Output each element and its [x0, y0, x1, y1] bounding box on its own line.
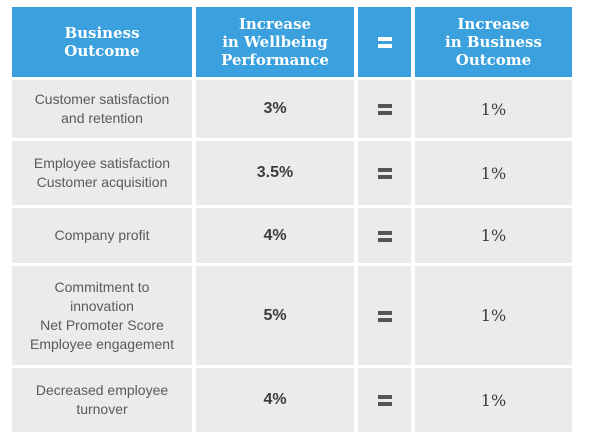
- header-business-outcome: Business Outcome: [12, 7, 192, 77]
- row-equals-cell: [358, 141, 411, 205]
- equals-icon: [377, 102, 392, 116]
- equals-icon: [377, 229, 392, 243]
- row-wellbeing-value: 3%: [196, 80, 354, 138]
- equals-icon: [377, 309, 392, 323]
- row-wellbeing-value: 4%: [196, 208, 354, 263]
- row-business-value: 1%: [415, 141, 572, 205]
- wellbeing-outcome-table: Business Outcome Increase in Wellbeing P…: [12, 7, 580, 432]
- row-outcome-label: Decreased employee turnover: [12, 368, 192, 432]
- row-business-value: 1%: [415, 208, 572, 263]
- row-outcome-label: Employee satisfaction Customer acquisiti…: [12, 141, 192, 205]
- row-wellbeing-value: 5%: [196, 266, 354, 365]
- row-outcome-label: Commitment to innovation Net Promoter Sc…: [12, 266, 192, 365]
- row-equals-cell: [358, 368, 411, 432]
- row-outcome-label: Customer satisfaction and retention: [12, 80, 192, 138]
- row-wellbeing-value: 4%: [196, 368, 354, 432]
- equals-icon: [377, 393, 392, 407]
- row-business-value: 1%: [415, 368, 572, 432]
- header-increase-wellbeing: Increase in Wellbeing Performance: [196, 7, 354, 77]
- row-equals-cell: [358, 208, 411, 263]
- row-wellbeing-value: 3.5%: [196, 141, 354, 205]
- row-outcome-label: Company profit: [12, 208, 192, 263]
- row-business-value: 1%: [415, 80, 572, 138]
- header-increase-business: Increase in Business Outcome: [415, 7, 572, 77]
- row-equals-cell: [358, 80, 411, 138]
- equals-icon: [377, 166, 392, 180]
- equals-icon: [377, 35, 392, 49]
- row-business-value: 1%: [415, 266, 572, 365]
- row-equals-cell: [358, 266, 411, 365]
- header-equals-cell: [358, 7, 411, 77]
